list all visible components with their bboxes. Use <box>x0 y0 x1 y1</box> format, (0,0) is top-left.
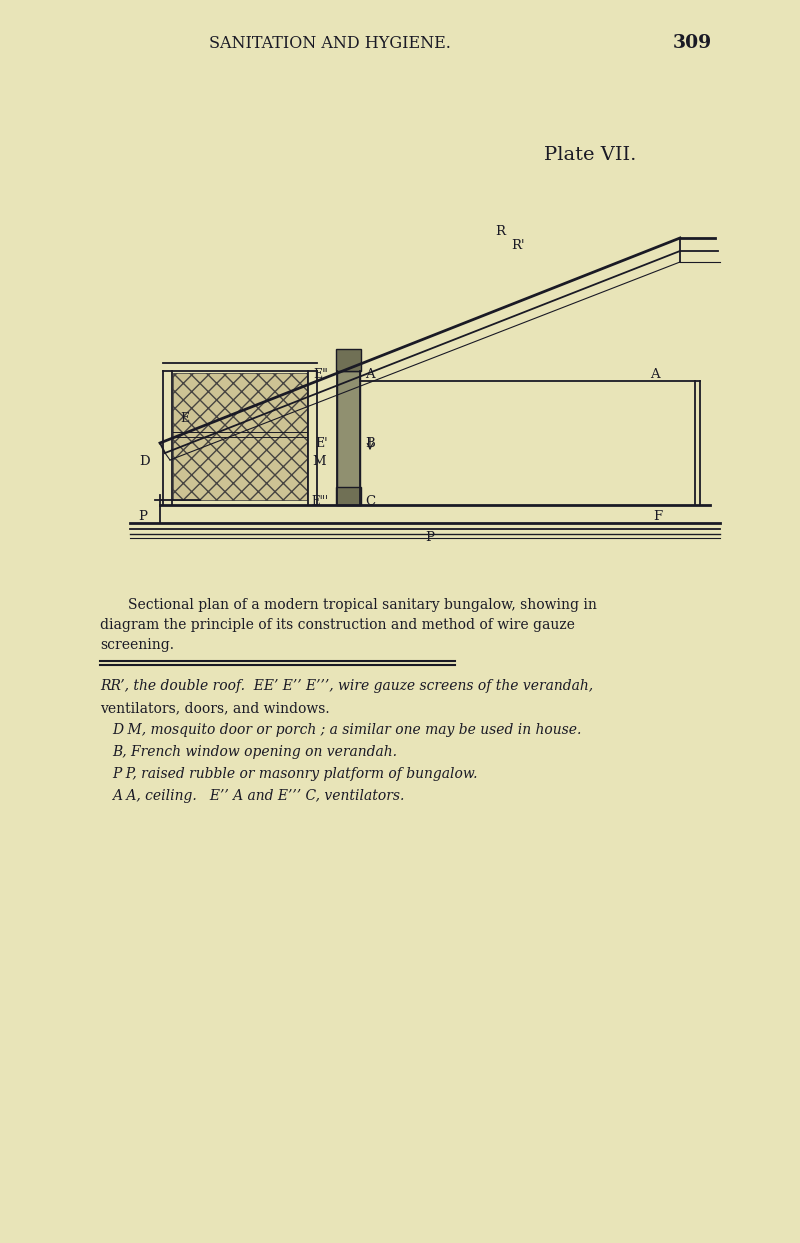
Text: screening.: screening. <box>100 638 174 653</box>
Text: P P, raised rubble or masonry platform of bungalow.: P P, raised rubble or masonry platform o… <box>112 767 478 781</box>
Text: diagram the principle of its construction and method of wire gauze: diagram the principle of its constructio… <box>100 618 575 631</box>
Text: D: D <box>139 455 150 467</box>
Text: B: B <box>365 436 374 450</box>
Text: P: P <box>138 510 147 522</box>
Text: Sectional plan of a modern tropical sanitary bungalow, showing in: Sectional plan of a modern tropical sani… <box>128 598 597 612</box>
Text: E: E <box>181 411 190 425</box>
Text: 309: 309 <box>673 34 711 52</box>
Text: RR’, the double roof.  EE’ E’’ E’’’, wire gauze screens of the verandah,: RR’, the double roof. EE’ E’’ E’’’, wire… <box>100 679 593 694</box>
Text: R: R <box>495 225 505 237</box>
Bar <box>173 373 307 500</box>
Text: D M, mosquito door or porch ; a similar one may be used in house.: D M, mosquito door or porch ; a similar … <box>112 723 582 737</box>
Text: A: A <box>365 368 374 380</box>
Bar <box>337 370 360 505</box>
Text: E"': E"' <box>311 495 328 507</box>
Text: M: M <box>312 455 326 467</box>
Bar <box>336 349 361 370</box>
Text: B, French window opening on verandah.: B, French window opening on verandah. <box>112 745 397 759</box>
Text: P: P <box>426 531 434 543</box>
Text: A A, ceiling.   E’’ A and E’’’ C, ventilators.: A A, ceiling. E’’ A and E’’’ C, ventilat… <box>112 789 404 803</box>
Text: F: F <box>654 510 662 522</box>
Text: Plate VII.: Plate VII. <box>544 145 636 164</box>
Text: SANITATION AND HYGIENE.: SANITATION AND HYGIENE. <box>209 35 451 51</box>
Text: E': E' <box>315 436 328 450</box>
Text: E": E" <box>313 368 328 380</box>
Text: R': R' <box>511 239 525 251</box>
Text: A: A <box>650 368 660 380</box>
Text: ventilators, doors, and windows.: ventilators, doors, and windows. <box>100 701 330 715</box>
Bar <box>336 487 361 505</box>
Text: C: C <box>365 495 375 507</box>
